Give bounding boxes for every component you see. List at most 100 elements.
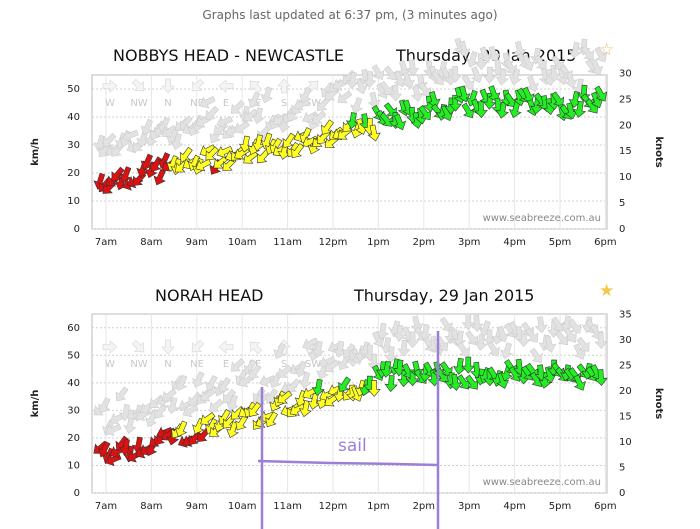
wind-arrow-icon [311,378,325,396]
gust-arrow-icon [564,71,578,89]
time-tick-label: 12pm [319,237,348,248]
gust-arrow-icon [205,105,220,120]
direction-legend-arrow-icon [218,340,234,354]
left-tick-label: 50 [67,84,80,95]
left-tick-label: 40 [67,378,80,389]
gust-arrow-icon [453,330,467,348]
gust-arrow-icon [496,325,510,343]
gust-arrow-icon [218,377,231,393]
time-tick-label: 5pm [549,501,571,512]
gust-arrow-icon [234,120,250,134]
wind-graph-nobbys-head: NOBBYS HEAD - NEWCASTLE Thursday, 29 Jan… [0,37,700,268]
gust-arrow-icon [324,359,340,373]
gust-arrow-icon [543,335,557,353]
gust-arrow-icon [293,98,311,111]
direction-label: SW [305,98,321,109]
left-tick-label: 0 [74,488,80,499]
right-tick-label: 30 [619,335,632,346]
right-tick-label: 10 [619,437,632,448]
gust-arrow-icon [192,371,205,388]
gust-arrow-icon [372,331,385,348]
left-tick-label: 20 [67,433,80,444]
wind-arrow-icon [226,421,239,439]
wind-arrow-icon [448,94,463,112]
wind-arrow-icon [265,411,278,428]
gust-arrow-icon [576,336,590,352]
wind-arrow-icon [496,372,510,389]
time-tick-label: 3pm [458,237,480,248]
direction-label: SW [305,359,321,370]
gust-arrow-icon [508,68,522,86]
direction-legend-arrow-icon [131,339,145,353]
wind-arrows [93,84,608,194]
time-tick-label: 8am [140,501,162,512]
gust-arrow-icon [311,340,325,358]
direction-label: S [281,98,287,109]
wind-arrow-icon [216,145,233,159]
direction-legend-arrow-icon [131,78,145,92]
sail-bracket-line [257,459,439,467]
left-tick-label: 10 [67,460,80,471]
gust-arrow-icon [526,75,540,93]
direction-legend-arrow-icon [102,340,118,354]
gust-arrow-icon [251,107,265,125]
gust-arrow-icon [375,322,390,340]
gust-arrow-icon [273,342,287,359]
time-tick-label: 6pm [594,501,616,512]
time-tick-label: 5pm [549,237,571,248]
gust-arrow-icon [199,95,216,109]
left-tick-label: 50 [67,350,80,361]
wind-arrow-icon [175,420,188,437]
left-tick-label: 40 [67,112,80,123]
time-tick-label: 4pm [503,501,525,512]
gust-arrow-icon [104,423,122,437]
gust-arrow-icon [568,318,582,334]
wind-arrow-icon [243,150,259,164]
wind-arrow-icon [551,91,565,107]
gust-arrow-icon [298,371,312,389]
gust-arrow-icon [243,108,259,122]
wind-arrow-icon [298,400,312,418]
right-tick-label: 15 [619,411,632,422]
wind-arrow-icon [277,390,293,404]
direction-label: W [105,359,115,370]
wind-arrow-icon [504,92,517,108]
direction-label: E [223,98,229,109]
direction-legend-arrow-icon [218,79,234,93]
gust-arrow-icon [248,364,262,380]
direction-label: NW [130,359,147,370]
direction-legend-arrow-icon [191,339,205,353]
gust-arrow-icon [397,60,411,78]
gust-arrow-icon [495,68,509,86]
wind-arrow-icon [522,86,535,104]
favourite-star-icon[interactable]: ★ [599,281,615,301]
gust-arrow-icon [551,55,565,71]
right-tick-label: 10 [619,172,632,183]
gust-arrow-icon [205,375,218,392]
gust-arrow-icon [590,58,604,76]
gust-arrow-icon [418,81,432,98]
gust-arrow-icon [405,331,420,349]
time-tick-label: 9am [186,501,208,512]
wind-arrow-icon [572,100,587,118]
time-tick-label: 6pm [594,237,616,248]
gust-arrow-icon [594,332,608,350]
time-tick-label: 10am [228,501,257,512]
gust-arrow-icon [294,360,308,378]
left-tick-label: 0 [74,224,80,235]
sail-annotation: sail [338,436,367,456]
gust-arrow-icon [522,54,535,71]
gust-arrow-icon [182,404,199,418]
wind-arrow-icon [291,143,305,159]
wind-arrow-icon [238,135,252,153]
time-tick-label: 12pm [319,501,348,512]
gust-arrow-icon [563,327,577,343]
direction-label: N [164,359,171,370]
time-tick-label: 1pm [367,501,389,512]
gust-arrow-icon [406,59,420,77]
direction-legend-arrow-icon [102,79,118,93]
gust-arrow-icon [457,40,471,58]
direction-label: W [105,98,115,109]
gust-arrow-icon [551,316,565,332]
gust-arrow-icon [388,84,403,102]
